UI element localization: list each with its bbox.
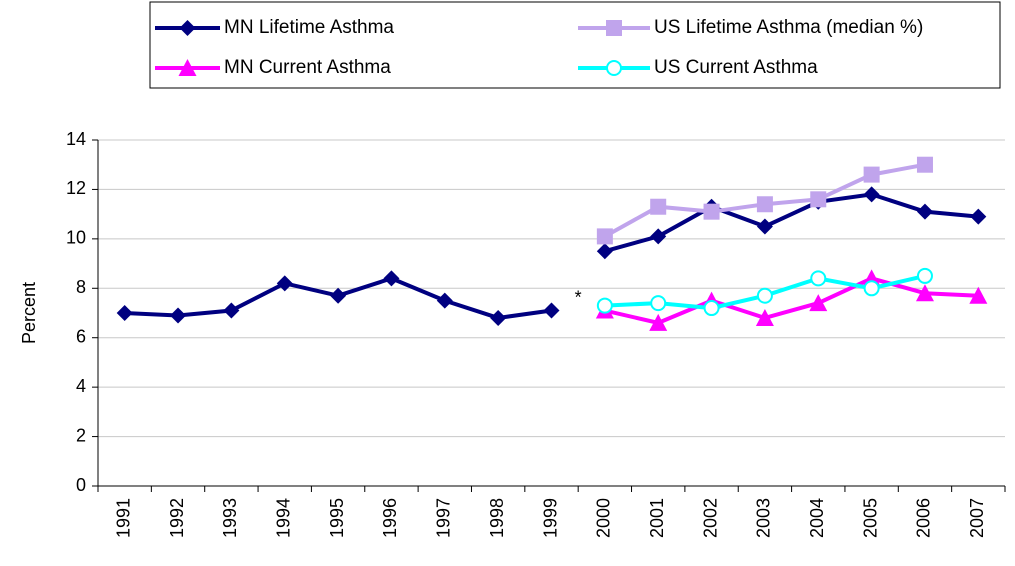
data-point (596, 243, 613, 260)
data-point (916, 267, 933, 284)
data-point (543, 302, 560, 319)
x-tick-label: 1995 (327, 498, 347, 538)
data-point (863, 166, 880, 183)
data-point (223, 302, 240, 319)
x-tick-label: 2005 (860, 498, 880, 538)
data-point (756, 287, 773, 304)
x-tick-label: 1997 (434, 498, 454, 538)
data-point (915, 284, 934, 302)
legend-label: US Lifetime Asthma (median %) (654, 17, 923, 38)
data-point (650, 198, 667, 215)
data-point (703, 300, 720, 317)
y-tick-label: 2 (76, 425, 86, 445)
data-point (170, 307, 187, 324)
data-point (649, 313, 668, 331)
data-point (969, 286, 988, 304)
y-tick-label: 8 (76, 277, 86, 297)
data-point (596, 228, 613, 245)
data-point (650, 295, 667, 312)
data-point (703, 203, 720, 220)
legend-marker (178, 59, 197, 76)
y-tick-label: 10 (66, 228, 86, 248)
legend-box (149, 1, 1001, 89)
y-tick-label: 0 (76, 475, 86, 495)
x-tick-label: 1994 (273, 498, 293, 538)
x-tick-label: 1998 (487, 498, 507, 538)
data-point (116, 305, 133, 321)
data-point (650, 228, 667, 245)
legend-label: US Current Asthma (654, 57, 818, 78)
data-point (916, 203, 933, 220)
data-point (756, 218, 773, 235)
data-point (490, 309, 507, 326)
data-point (755, 308, 774, 326)
x-tick-label: 2003 (754, 498, 774, 538)
x-tick-label: 2004 (807, 498, 827, 538)
data-point (809, 294, 828, 312)
data-point (863, 186, 880, 203)
x-tick-label: 1992 (167, 498, 187, 538)
series-line (604, 276, 979, 325)
x-tick-label: 2007 (967, 498, 987, 538)
legend-marker (606, 20, 622, 36)
y-tick-label: 14 (66, 129, 86, 149)
data-point (436, 292, 453, 309)
data-point (756, 196, 773, 213)
legend-label: MN Current Asthma (224, 57, 391, 78)
data-point (810, 191, 827, 208)
x-tick-label: 2006 (914, 498, 934, 538)
x-tick-label: 1991 (113, 498, 133, 538)
y-axis-label: Percent (19, 282, 39, 344)
x-tick-label: 1996 (380, 498, 400, 538)
y-tick-label: 12 (66, 178, 86, 198)
y-tick-label: 6 (76, 326, 86, 346)
annotation: * (575, 287, 582, 307)
x-tick-label: 2002 (700, 498, 720, 538)
data-point (863, 280, 880, 297)
data-point (330, 287, 347, 304)
data-point (596, 297, 613, 314)
series-line (124, 192, 979, 320)
x-tick-label: 2000 (594, 498, 614, 538)
x-tick-label: 1999 (540, 498, 560, 538)
data-point (916, 156, 933, 173)
legend-marker (179, 20, 196, 36)
x-tick-label: 2001 (647, 498, 667, 538)
data-point (970, 208, 987, 225)
data-point (810, 270, 827, 287)
x-tick-label: 1993 (220, 498, 240, 538)
data-point (383, 270, 400, 287)
data-point (276, 275, 293, 292)
legend-marker (606, 60, 622, 76)
legend-label: MN Lifetime Asthma (224, 17, 394, 38)
y-tick-label: 4 (76, 376, 86, 396)
